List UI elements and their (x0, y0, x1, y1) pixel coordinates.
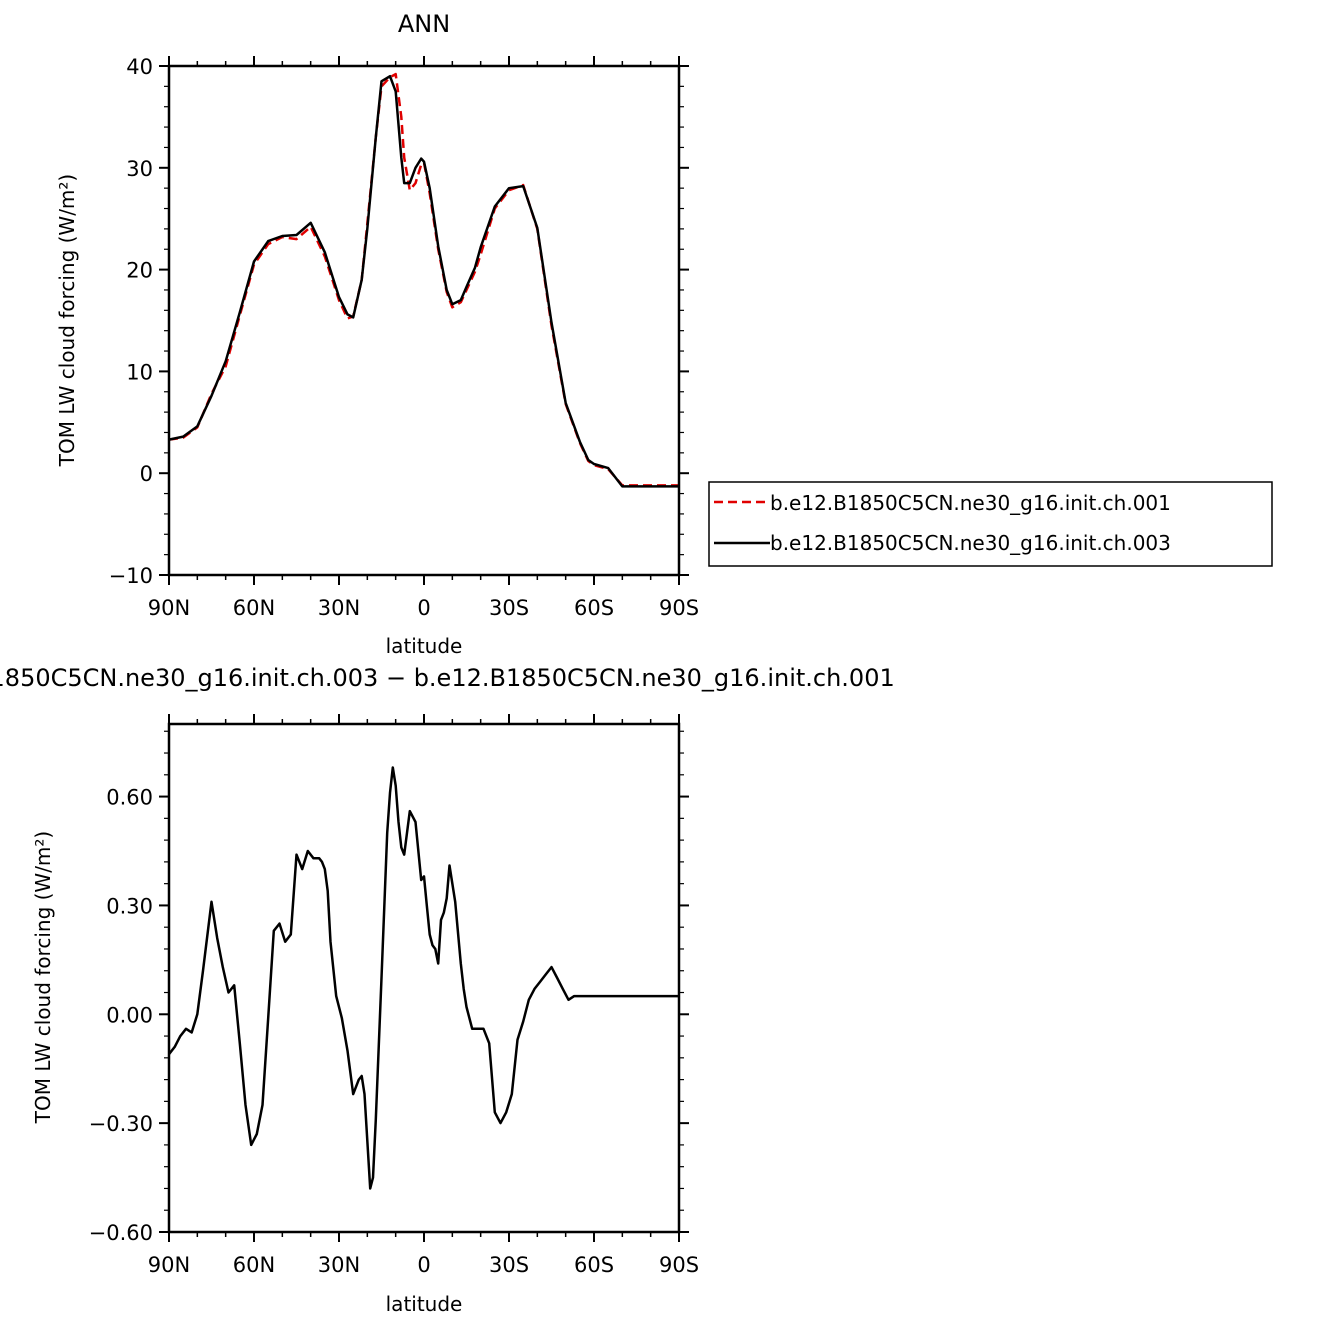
top-series-line-2 (168, 74, 679, 488)
top-x-axis-label: latitude (386, 634, 463, 658)
top-x-tick-label: 90S (659, 596, 699, 620)
top-x-tick-label: 60N (233, 596, 275, 620)
bottom-x-tick-label: 30S (489, 1253, 529, 1277)
top-x-tick-label: 30S (489, 596, 529, 620)
bottom-series-line-1 (168, 766, 679, 1190)
top-x-tick-label: 60S (574, 596, 614, 620)
bottom-x-tick-label: 90S (659, 1253, 699, 1277)
top-panel: ANN 90N 60N 30N 0 30S 60S 90S −10 0 10 20 30 40 lati… (55, 10, 699, 658)
legend-label-series-2: b.e12.B1850C5CN.ne30_g16.init.ch.003 (770, 531, 1171, 555)
bottom-y-tick-label: −0.30 (89, 1112, 153, 1136)
top-y-tick-label: −10 (109, 564, 153, 588)
top-series-group (168, 72, 679, 488)
top-plot-frame (167, 64, 681, 577)
top-y-tick-label: 20 (126, 259, 153, 283)
top-axis-ticks: 90N 60N 30N 0 30S 60S 90S −10 0 10 20 30 40 (109, 55, 699, 620)
bottom-plot-frame (167, 722, 681, 1234)
bottom-y-tick-label: −0.60 (89, 1221, 153, 1245)
bottom-x-tick-label: 60S (574, 1253, 614, 1277)
bottom-x-tick-label: 0 (417, 1253, 430, 1277)
top-y-tick-label: 40 (126, 55, 153, 79)
bottom-y-tick-label: 0.00 (106, 1003, 153, 1027)
bottom-panel: b.e12.B1850C5CN.ne30_g16.init.ch.003 − b… (0, 664, 895, 1316)
top-y-tick-label: 10 (126, 360, 153, 384)
top-y-tick-label: 30 (126, 157, 153, 181)
legend-box (708, 481, 1273, 567)
top-x-tick-label: 90N (148, 596, 190, 620)
top-y-tick-label: 0 (140, 462, 153, 486)
bottom-y-tick-label: 0.60 (106, 786, 153, 810)
top-x-tick-label: 30N (318, 596, 360, 620)
top-y-axis-label: TOM LW cloud forcing (W/m²) (55, 174, 79, 468)
bottom-x-axis-label: latitude (386, 1292, 463, 1316)
bottom-y-tick-label: 0.30 (106, 894, 153, 918)
top-x-tick-label: 0 (417, 596, 430, 620)
bottom-x-tick-label: 60N (233, 1253, 275, 1277)
bottom-series-group (168, 766, 679, 1190)
top-series-line-1 (168, 72, 679, 487)
bottom-x-tick-label: 90N (148, 1253, 190, 1277)
top-chart-title: ANN (398, 10, 450, 38)
bottom-axis-ticks: 90N 60N 30N 0 30S 60S 90S −0.60 −0.30 0.00 0.30 0.6… (89, 714, 699, 1277)
bottom-chart-title: b.e12.B1850C5CN.ne30_g16.init.ch.003 − b… (0, 664, 895, 692)
legend-label-series-1: b.e12.B1850C5CN.ne30_g16.init.ch.001 (770, 491, 1171, 515)
legend: b.e12.B1850C5CN.ne30_g16.init.ch.001 b.e… (708, 481, 1273, 567)
bottom-x-tick-label: 30N (318, 1253, 360, 1277)
bottom-y-axis-label: TOM LW cloud forcing (W/m²) (31, 831, 55, 1125)
